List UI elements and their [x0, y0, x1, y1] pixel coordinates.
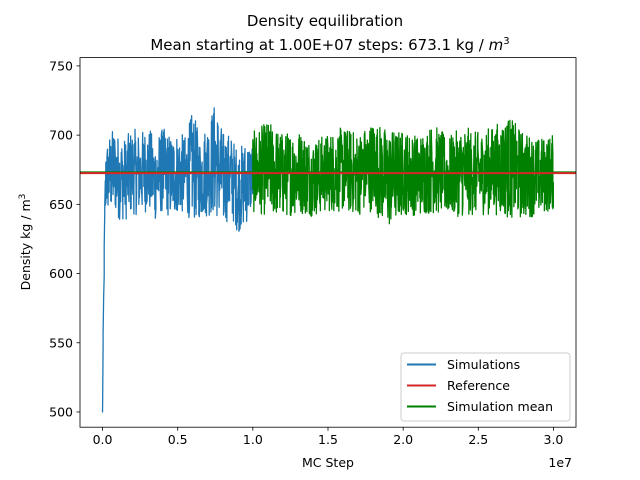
y-axis-label-exp: 3 — [18, 194, 28, 200]
x-tick-label: 1.0 — [243, 432, 263, 447]
x-tick-label: 0.5 — [168, 432, 188, 447]
legend-label: Simulation mean — [447, 399, 553, 414]
legend: Simulations Reference Simulation mean — [400, 352, 571, 422]
y-tick-label: 500 — [49, 404, 73, 419]
chart-subtitle: Mean starting at 1.00E+07 steps: 673.1 k… — [150, 36, 509, 54]
legend-items: Simulations Reference Simulation mean — [407, 357, 553, 414]
x-axis-label: MC Step — [302, 455, 354, 470]
x-tick-label: 1.5 — [318, 432, 338, 447]
legend-label: Reference — [447, 378, 510, 393]
subtitle-unit: m — [489, 36, 504, 54]
x-tick-label: 3.0 — [544, 432, 564, 447]
x-tick-label: 2.5 — [468, 432, 488, 447]
series-simulations-line — [101, 107, 254, 413]
y-axis-label-text: Density kg / m — [18, 199, 33, 290]
y-tick-label: 700 — [49, 128, 73, 143]
legend-label: Simulations — [447, 357, 520, 372]
y-tick-label: 550 — [49, 335, 73, 350]
y-axis-label: Density kg / m3 — [18, 194, 33, 291]
legend-box — [400, 352, 571, 422]
subtitle-prefix: Mean starting at 1.00E+07 steps: 673.1 k… — [150, 36, 488, 54]
chart-title: Density equilibration — [247, 12, 403, 30]
x-tick-label: 2.0 — [393, 432, 413, 447]
y-tick-label: 600 — [49, 266, 73, 281]
x-axis-ticks: 0.0 0.5 1.0 1.5 2.0 2.5 3.0 — [93, 427, 564, 447]
y-tick-label: 650 — [49, 197, 73, 212]
y-tick-label: 750 — [49, 58, 73, 73]
y-axis-ticks: 500 550 600 650 700 750 — [49, 58, 80, 419]
series-simulation-mean-trace — [252, 119, 554, 225]
x-axis-offset-label: 1e7 — [548, 455, 572, 470]
subtitle-unit-exp: 3 — [503, 36, 509, 47]
plot-content — [80, 107, 576, 413]
x-tick-label: 0.0 — [93, 432, 113, 447]
